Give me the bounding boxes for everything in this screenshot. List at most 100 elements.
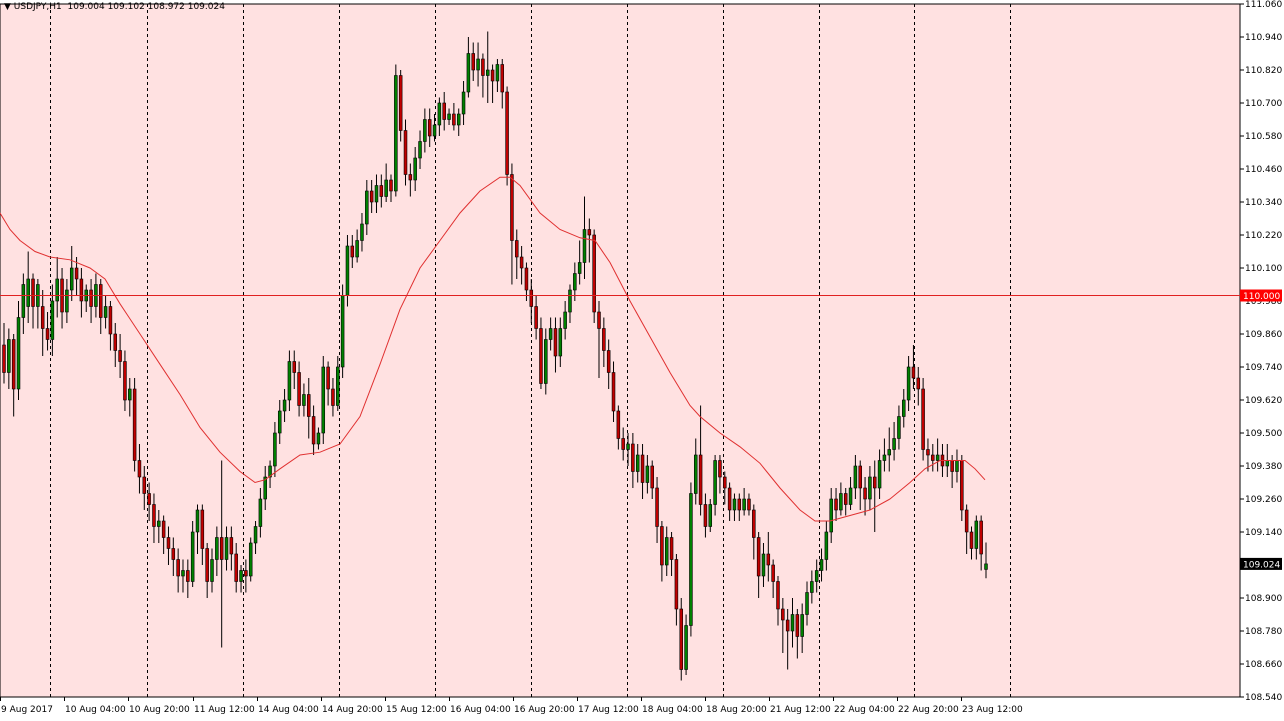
- candle: [824, 521, 829, 571]
- candle-body-bear: [747, 498, 751, 511]
- candle: [974, 515, 979, 560]
- candle: [606, 339, 611, 389]
- candle-body-bull: [558, 328, 563, 357]
- y-tick-label: 108.660: [1245, 660, 1282, 670]
- candle-body-bear: [40, 306, 45, 329]
- candle-body-bear: [171, 548, 176, 560]
- candle-body-bull: [824, 531, 829, 560]
- candle: [906, 356, 911, 411]
- candle-body-bull: [839, 493, 843, 511]
- candle: [781, 598, 785, 653]
- candle-body-bear: [752, 509, 756, 538]
- candle: [369, 180, 374, 213]
- candle-body-bull: [573, 273, 577, 291]
- price-tags: 110.000 109.024: [1240, 289, 1282, 570]
- candle: [365, 180, 369, 235]
- candle-body-bull: [263, 476, 267, 500]
- candle: [621, 427, 625, 461]
- candle-body-bear: [534, 306, 538, 329]
- candle: [563, 301, 567, 340]
- candle: [142, 466, 147, 510]
- candle: [664, 526, 669, 576]
- candle-body-bear: [292, 361, 296, 373]
- candle-body-bear: [960, 460, 964, 511]
- candle-body-bear: [863, 487, 867, 500]
- candle: [515, 229, 519, 279]
- menu-marker-icon[interactable]: ▼: [4, 2, 11, 12]
- candle: [461, 81, 466, 125]
- y-tick-label: 110.220: [1245, 231, 1282, 241]
- y-tick-label: 109.260: [1245, 495, 1282, 505]
- candle: [645, 455, 650, 494]
- candle: [307, 378, 311, 439]
- candle-body-bear: [186, 570, 190, 582]
- candle: [205, 543, 209, 598]
- candle: [694, 438, 698, 505]
- candle: [964, 504, 969, 554]
- candle: [887, 427, 892, 472]
- candle: [7, 328, 11, 389]
- candle: [834, 488, 838, 521]
- candle-body-bull: [829, 498, 833, 533]
- candle: [718, 455, 722, 494]
- candle: [635, 444, 640, 483]
- candle-body-bull: [568, 289, 572, 313]
- candle-body-bull: [645, 465, 650, 483]
- candle: [65, 279, 69, 323]
- candle: [674, 554, 679, 626]
- candle: [534, 295, 538, 340]
- candle-body-bear: [611, 372, 616, 412]
- candle: [79, 268, 84, 318]
- candle-body-bull: [181, 570, 185, 577]
- candle: [519, 246, 524, 285]
- candle: [771, 559, 775, 598]
- candle: [592, 229, 596, 323]
- candle: [544, 328, 548, 395]
- candle-body-bull: [302, 394, 306, 406]
- candle: [800, 603, 804, 653]
- candle: [161, 515, 166, 554]
- candle-body-bear: [79, 278, 84, 302]
- candle-body-bull: [626, 443, 630, 450]
- candle-body-bull: [689, 493, 693, 626]
- candle: [432, 114, 437, 142]
- candle-body-bull: [805, 592, 809, 615]
- candle-body-bull: [902, 399, 906, 417]
- candle-body-bear: [650, 465, 654, 489]
- candle-body-bear: [297, 372, 301, 406]
- candle: [737, 493, 742, 521]
- ohlc-readout: 109.004 109.102 108.972 109.024: [67, 2, 225, 12]
- candle: [902, 389, 906, 428]
- candle-body-bear: [785, 619, 790, 632]
- y-tick-label: 109.620: [1245, 396, 1282, 406]
- candle-body-bear: [911, 366, 916, 379]
- candle: [186, 559, 190, 598]
- candle-body-bull: [65, 289, 69, 313]
- candle-body-bull: [897, 416, 901, 439]
- x-tick-label: 10 Aug 20:00: [129, 705, 190, 715]
- candle-body-bear: [389, 179, 393, 192]
- candle: [147, 482, 151, 521]
- candle-body-bear: [698, 454, 703, 505]
- candle: [103, 295, 108, 329]
- candle: [863, 477, 867, 516]
- plot-background: [0, 3, 1241, 698]
- candle-body-bear: [660, 526, 664, 566]
- chart-header: ▼ USDJPY,H1 109.004 109.102 108.972 109.…: [4, 1, 225, 13]
- candle-body-bull: [50, 300, 55, 340]
- candle: [389, 174, 393, 202]
- y-tick-label: 110.460: [1245, 165, 1282, 175]
- candle-body-bear: [926, 449, 930, 456]
- candle: [253, 521, 258, 554]
- candle-body-bull: [868, 476, 872, 500]
- candle-body-bear: [553, 328, 558, 357]
- candle: [292, 350, 296, 389]
- candle-body-bear: [539, 328, 543, 384]
- candle: [843, 488, 848, 516]
- candle-body-bear: [916, 377, 921, 390]
- candle: [176, 548, 180, 593]
- candle: [98, 279, 103, 334]
- candle-body-bear: [674, 559, 679, 610]
